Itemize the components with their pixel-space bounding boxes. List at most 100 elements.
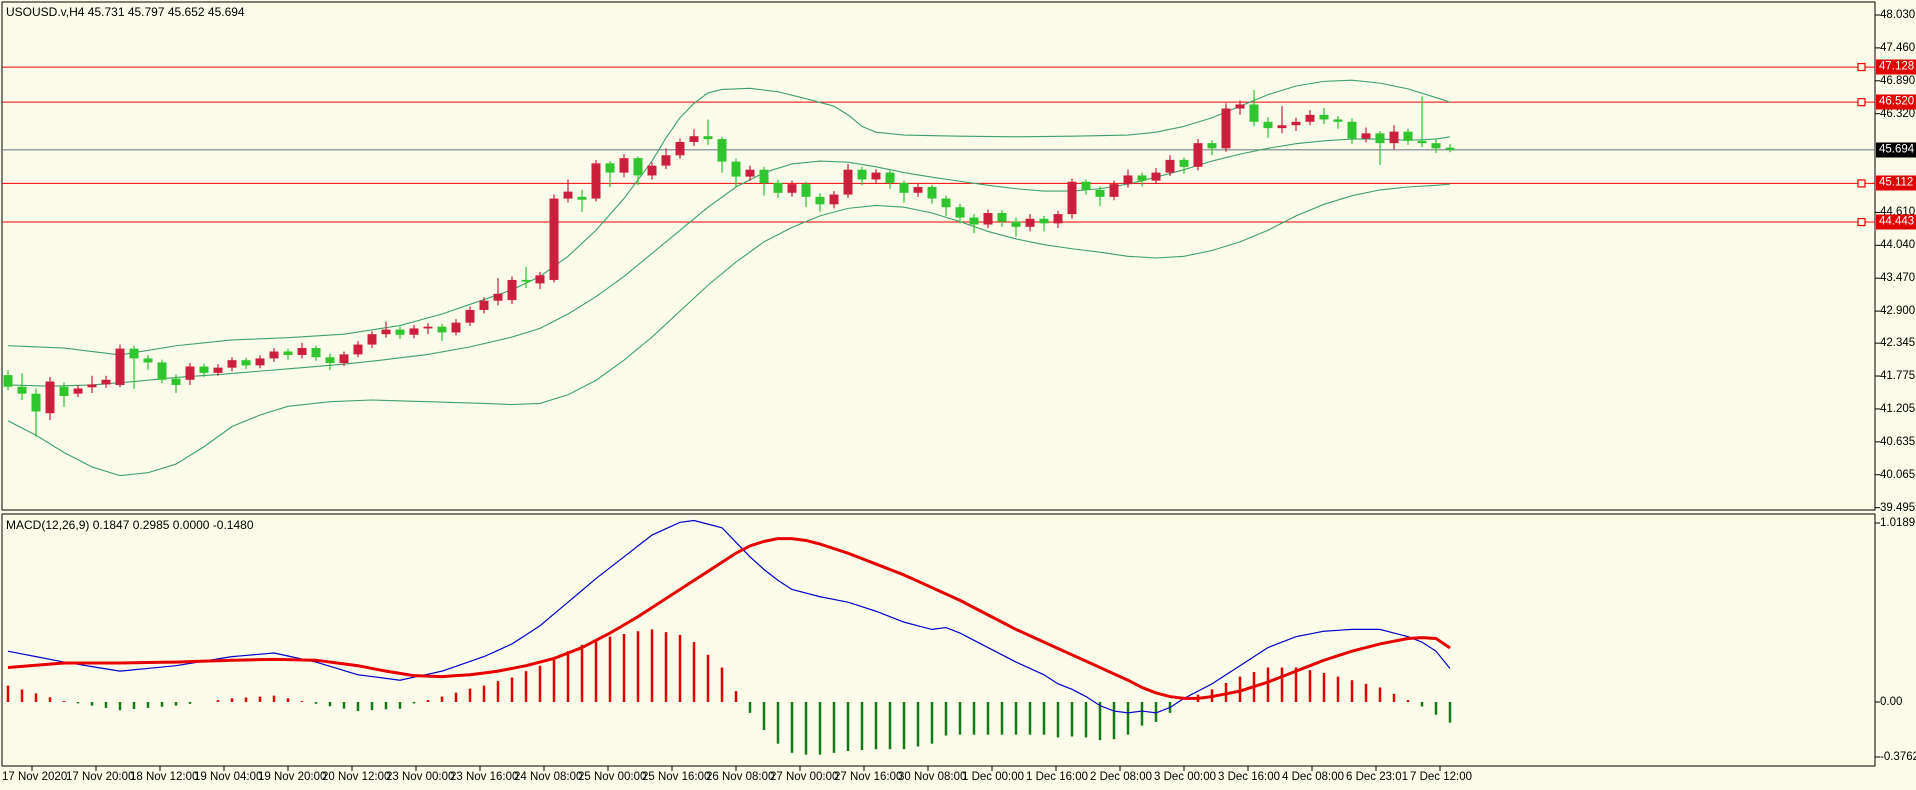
price-axis-label: 40.635 [1880,435,1916,448]
hline-drag-marker[interactable] [1857,179,1866,188]
time-axis-label[interactable]: 3 Dec 16:00 [1218,771,1281,783]
bear-candle-body [171,378,181,385]
time-axis-label[interactable]: 20 Nov 12:00 [322,771,391,783]
bull-candle-body [101,379,111,385]
bull-candle-body [829,194,839,205]
hline-price-badge[interactable]: 47.128 [1876,59,1916,75]
time-axis-label[interactable]: 19 Nov 04:00 [194,771,263,783]
bear-candle-body [605,163,615,173]
bear-candle-body [955,207,965,218]
macd-pane[interactable] [1,513,1876,767]
bull-candle-body [451,322,461,333]
bull-candle-body [1235,104,1245,109]
bear-candle-body [157,362,167,380]
time-axis-label[interactable]: 23 Nov 00:00 [386,771,455,783]
hline-price-badge[interactable]: 44.443 [1876,214,1916,230]
price-axis-label: 42.900 [1880,305,1916,318]
bull-candle-body [115,348,125,385]
bear-candle-body [283,351,293,355]
time-axis-label[interactable]: 1 Dec 16:00 [1026,771,1089,783]
bear-candle-body [129,348,139,359]
hline-price-badge[interactable]: 46.520 [1876,94,1916,110]
bull-candle-body [227,360,237,368]
bull-candle-body [1361,133,1371,139]
bear-candle-body [17,386,27,394]
time-axis-label[interactable]: 19 Nov 20:00 [258,771,327,783]
bear-candle-body [899,182,909,193]
bear-candle-body [59,386,69,396]
bear-candle-body [857,169,867,180]
time-axis-label[interactable]: 26 Nov 08:00 [706,771,775,783]
time-axis-label[interactable]: 3 Dec 00:00 [1154,771,1217,783]
time-axis-label[interactable]: 2 Dec 08:00 [1090,771,1153,783]
bull-candle-body [871,172,881,180]
bull-candle-body [1291,121,1301,126]
time-axis-label[interactable]: 30 Nov 08:00 [898,771,967,783]
bull-candle-body [381,329,391,335]
price-axis-label: 41.775 [1880,370,1916,383]
bear-candle-body [1249,104,1259,122]
time-axis-label[interactable]: 17 Nov 20:00 [66,771,135,783]
hline-drag-marker[interactable] [1857,217,1866,227]
bull-candle-body [563,191,573,199]
bear-candle-body [143,358,153,363]
bear-candle-body [1417,140,1427,144]
bull-candle-body [1109,184,1119,197]
bull-candle-body [185,366,195,380]
bull-candle-body [45,381,55,414]
time-axis-label[interactable]: 23 Nov 16:00 [450,771,519,783]
bull-candle-body [1389,131,1399,144]
main-price-pane[interactable] [1,1,1876,511]
bollinger-lower-band [7,183,1451,477]
time-axis-label[interactable]: 17 Nov 2020 [2,771,68,783]
time-axis-label[interactable]: 27 Nov 16:00 [834,771,903,783]
time-axis-label[interactable]: 18 Nov 12:00 [130,771,199,783]
bull-candle-body [1053,214,1063,224]
time-axis-label[interactable]: 1 Dec 00:00 [962,771,1025,783]
bear-candle-body [773,182,783,193]
bull-candle-body [619,158,629,173]
bull-candle-body [367,334,377,345]
chart-symbol-title: USOUSD.v,H4 45.731 45.797 45.652 45.694 [6,5,245,19]
time-axis-label[interactable]: 25 Nov 00:00 [578,771,647,783]
bull-candle-body [353,344,363,355]
bear-candle-body [927,187,937,199]
hline-drag-marker[interactable] [1857,98,1866,107]
bear-candle-body [703,136,713,140]
bull-candle-body [73,388,83,394]
bear-candle-body [969,217,979,225]
bear-candle-body [1081,181,1091,190]
candles-layer [3,90,1455,437]
bollinger-upper-band [7,79,1451,356]
bull-candle-body [745,169,755,177]
bear-candle-body [241,360,251,366]
current-price-badge[interactable]: 45.694 [1876,142,1916,158]
time-axis-label[interactable]: 27 Nov 00:00 [770,771,839,783]
bear-candle-body [31,393,41,412]
bull-candle-body [423,326,433,329]
time-axis-label[interactable]: 24 Nov 08:00 [514,771,583,783]
bear-candle-body [1011,221,1021,227]
bear-candle-body [1207,143,1217,149]
macd-indicator-label: MACD(12,26,9) 0.1847 0.2985 0.0000 -0.14… [6,518,254,532]
bear-candle-body [3,375,13,387]
bull-candle-body [1025,218,1035,227]
hline-price-badge[interactable]: 45.112 [1876,175,1916,191]
bear-candle-body [1347,121,1357,139]
time-axis-label[interactable]: 7 Dec 12:00 [1410,771,1473,783]
hline-drag-marker[interactable] [1857,62,1866,72]
bull-candle-body [339,354,349,364]
bull-candle-body [1123,175,1133,185]
time-axis-label[interactable]: 25 Nov 16:00 [642,771,711,783]
bear-candle-body [437,326,447,333]
price-axis-label: 40.065 [1880,468,1916,481]
time-axis-label[interactable]: 4 Dec 08:00 [1282,771,1345,783]
bull-candle-body [843,169,853,195]
price-axis-label: 47.460 [1880,41,1916,54]
bull-candle-body [1193,143,1203,167]
price-axis-label: 44.040 [1880,239,1916,252]
time-axis-label[interactable]: 6 Dec 23:01 [1346,771,1409,783]
bear-candle-body [325,357,335,364]
